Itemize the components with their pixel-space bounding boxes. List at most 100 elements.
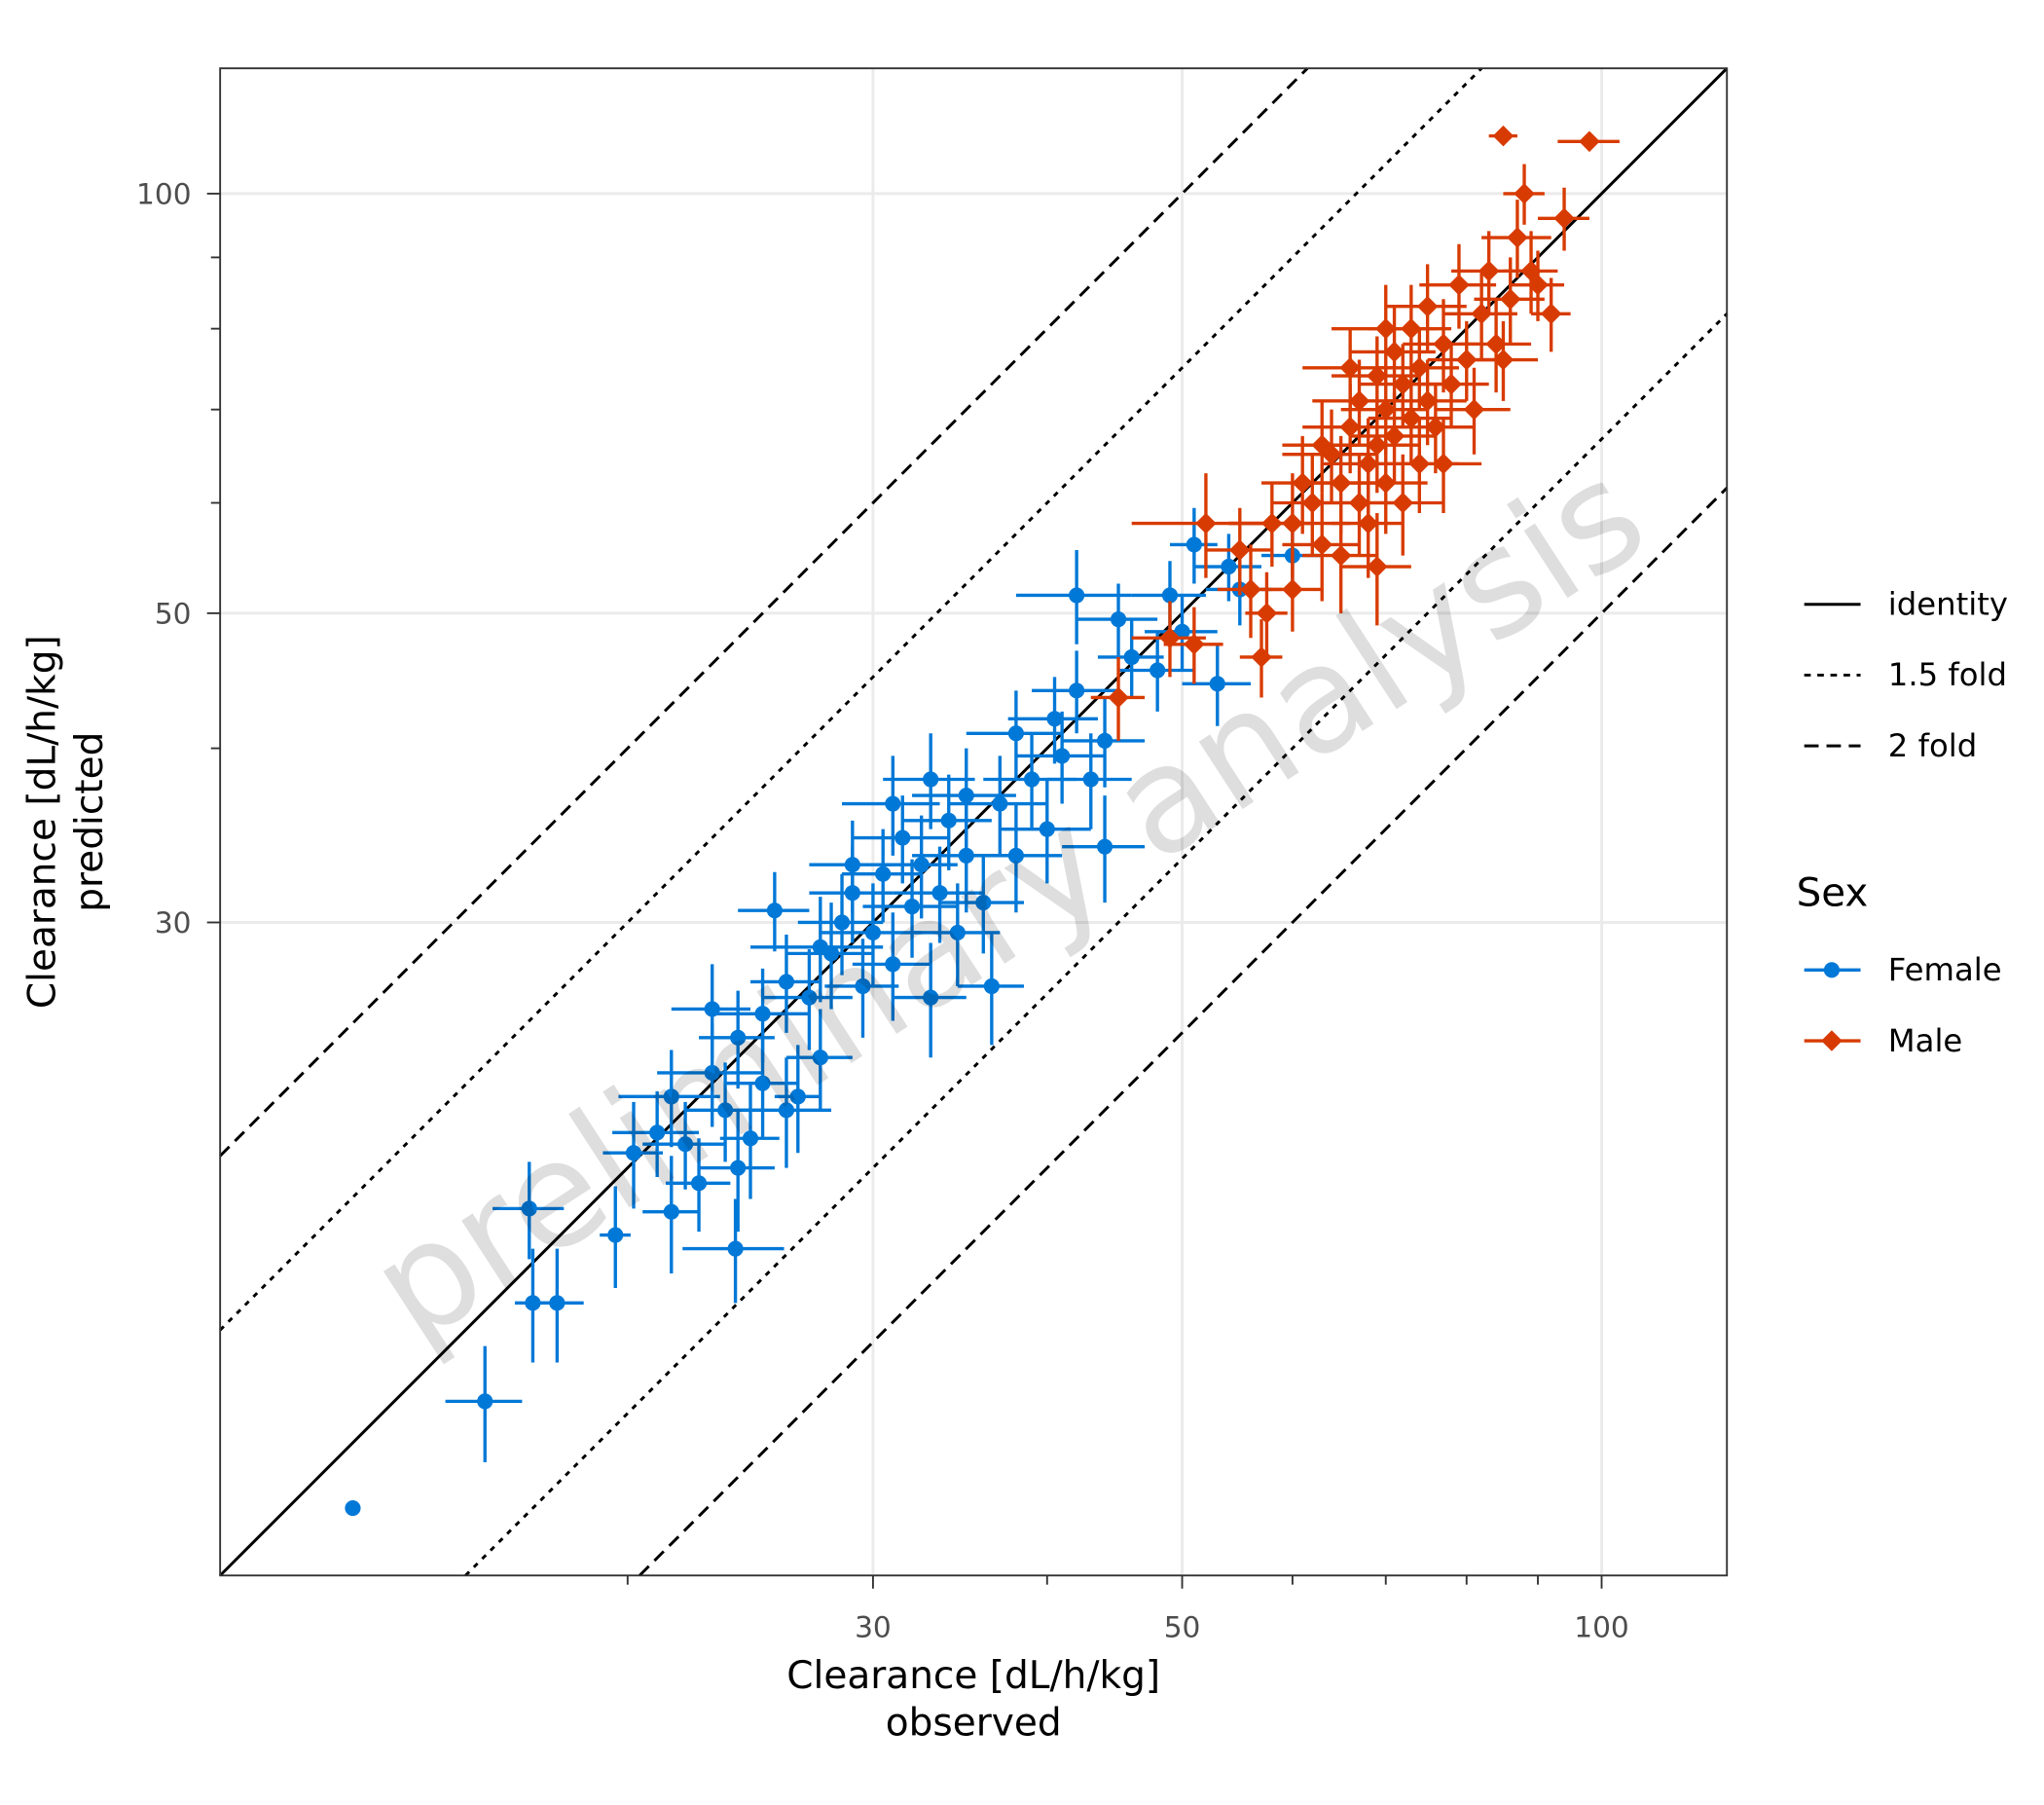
data-point-female bbox=[913, 857, 930, 873]
data-point-male bbox=[1485, 333, 1507, 355]
data-point-female bbox=[625, 1145, 642, 1161]
legend-1.5fold-label: 1.5 fold bbox=[1888, 656, 2007, 693]
data-point-female bbox=[1174, 623, 1190, 640]
data-point-female bbox=[1069, 682, 1085, 699]
data-point-female bbox=[1209, 676, 1225, 692]
data-point-female bbox=[801, 989, 818, 1006]
data-point-male bbox=[1339, 356, 1361, 379]
data-point-male bbox=[1357, 512, 1379, 534]
data-point-female bbox=[1096, 838, 1113, 855]
data-point-female bbox=[730, 1160, 747, 1176]
data-point-female bbox=[931, 885, 948, 902]
y-axis-title-line2: predicted bbox=[68, 732, 112, 912]
data-point-female bbox=[1007, 847, 1024, 864]
data-point-male bbox=[1256, 603, 1278, 624]
reference-line-1.5-fold bbox=[219, 67, 1483, 1332]
data-point-female bbox=[885, 956, 901, 973]
data-point-female bbox=[940, 812, 957, 829]
legend-female-label: Female bbox=[1888, 951, 2002, 988]
data-point-male bbox=[1367, 365, 1388, 387]
data-point-female bbox=[477, 1393, 493, 1410]
data-point-female bbox=[727, 1240, 744, 1257]
data-point-female bbox=[521, 1200, 537, 1217]
data-point-male bbox=[1240, 578, 1261, 601]
data-point-female bbox=[1161, 587, 1179, 604]
data-point-male bbox=[1383, 341, 1405, 363]
data-point-male bbox=[1408, 356, 1431, 379]
data-point-female bbox=[704, 1064, 720, 1082]
data-point-female bbox=[1007, 725, 1024, 742]
y-tick-label: 30 bbox=[155, 906, 192, 939]
watermark: preliminary analysis bbox=[342, 427, 1673, 1376]
legend-female-marker bbox=[1823, 962, 1840, 978]
data-point-male bbox=[1492, 349, 1515, 371]
data-point-female bbox=[742, 1130, 759, 1147]
grid-lines bbox=[220, 68, 1728, 1576]
data-point-female bbox=[789, 1088, 806, 1105]
legend-male-label: Male bbox=[1888, 1022, 1963, 1059]
data-point-male bbox=[1441, 373, 1462, 395]
data-point-female bbox=[1096, 732, 1113, 749]
data-point-female bbox=[778, 1102, 795, 1119]
data-point-female bbox=[833, 914, 851, 931]
data-point-male bbox=[1357, 453, 1379, 475]
data-point-male bbox=[1553, 207, 1575, 230]
data-point-male bbox=[1416, 295, 1439, 317]
data-point-female bbox=[607, 1227, 624, 1243]
data-point-male bbox=[1367, 556, 1388, 577]
data-point-female bbox=[975, 895, 992, 911]
y-tick-label: 50 bbox=[155, 598, 192, 631]
y-tick-label: 100 bbox=[136, 178, 192, 211]
data-point-male bbox=[1292, 472, 1313, 494]
data-point-female bbox=[903, 899, 921, 915]
data-point-female bbox=[1150, 662, 1166, 679]
data-point-male bbox=[1229, 539, 1251, 561]
data-point-female bbox=[1186, 536, 1202, 553]
data-point-female bbox=[1069, 587, 1085, 604]
data-point-female bbox=[949, 924, 966, 941]
data-point-female bbox=[717, 1102, 734, 1119]
data-point-male bbox=[1579, 130, 1600, 153]
data-point-male bbox=[1374, 398, 1397, 421]
legend-male-marker bbox=[1821, 1030, 1843, 1051]
data-point-male bbox=[1540, 303, 1562, 325]
data-point-male bbox=[1282, 578, 1303, 601]
data-point-female bbox=[1123, 648, 1140, 666]
data-point-female bbox=[754, 1075, 771, 1091]
data-point-female bbox=[1046, 711, 1063, 727]
data-point-male bbox=[1392, 492, 1414, 514]
legend-2fold-label: 2 fold bbox=[1888, 727, 1977, 764]
x-tick-label: 100 bbox=[1574, 1611, 1629, 1644]
data-point-male bbox=[1339, 416, 1361, 438]
data-point-female bbox=[923, 771, 939, 788]
data-point-female bbox=[1054, 748, 1071, 764]
data-point-male bbox=[1374, 317, 1397, 340]
data-point-female bbox=[778, 974, 795, 990]
y-axis-title-line1: Clearance [dL/h/kg] bbox=[21, 635, 65, 1009]
data-point-female bbox=[812, 1050, 828, 1066]
reference-line-2-fold bbox=[639, 487, 1729, 1577]
data-point-male bbox=[1448, 274, 1470, 296]
legend-identity-label: identity bbox=[1888, 586, 2008, 623]
data-point-female bbox=[885, 795, 901, 812]
data-point-male bbox=[1282, 512, 1303, 534]
series-female bbox=[345, 507, 1323, 1517]
data-point-female bbox=[690, 1175, 708, 1192]
data-point-female bbox=[958, 788, 974, 804]
data-point-female bbox=[864, 924, 882, 941]
data-point-male bbox=[1478, 260, 1500, 282]
data-point-female bbox=[894, 829, 911, 846]
data-point-male bbox=[1321, 443, 1342, 465]
x-axis-title-line2: observed bbox=[886, 1701, 1062, 1745]
data-point-male bbox=[1507, 227, 1528, 248]
data-point-male bbox=[1471, 303, 1492, 325]
data-point-female bbox=[730, 1029, 747, 1046]
data-point-female bbox=[704, 1001, 720, 1017]
data-point-male bbox=[1499, 288, 1521, 311]
data-point-female bbox=[844, 857, 860, 873]
data-point-female bbox=[1082, 771, 1099, 788]
plot-panel-border bbox=[219, 67, 1729, 1577]
data-point-male bbox=[1108, 686, 1129, 709]
data-point-female bbox=[1221, 558, 1237, 575]
data-point-female bbox=[983, 977, 1000, 995]
